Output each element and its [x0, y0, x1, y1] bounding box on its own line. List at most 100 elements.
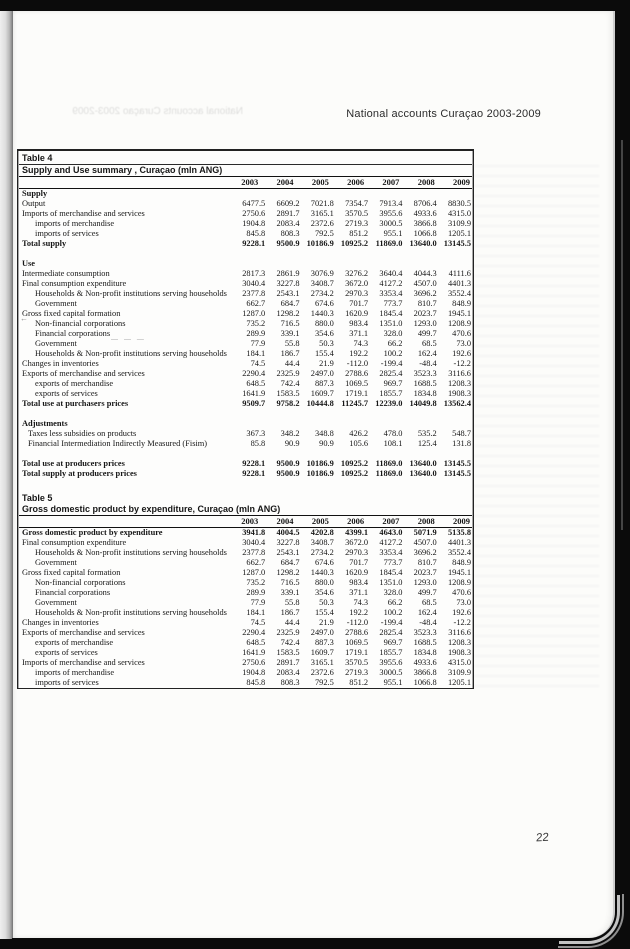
cell-value: 1855.7	[379, 389, 403, 398]
cell-value: 13640.0	[409, 469, 437, 478]
table-5-name: Table 5	[22, 493, 53, 503]
cell-value: 2083.4	[276, 219, 300, 228]
cell-value: 1945.1	[447, 568, 471, 577]
cell-value: 13145.5	[443, 239, 471, 248]
cell-value: 1208.3	[447, 379, 471, 388]
cell-value: 21.9	[319, 359, 334, 368]
cell-value: 1287.0	[242, 568, 266, 577]
cell-value: 13145.5	[443, 469, 471, 478]
row-label: Supply	[22, 189, 48, 198]
year-header: 2006	[347, 516, 365, 526]
cell-value: 74.3	[353, 598, 369, 607]
cell-value: 2861.9	[276, 269, 300, 278]
row-label: Gross domestic product by expenditure	[22, 528, 163, 537]
year-header: 2006	[347, 177, 365, 187]
document-header: National accounts Curaçao 2003-2009	[346, 108, 541, 120]
cell-value: 1440.3	[310, 568, 334, 577]
cell-value: 3955.6	[379, 658, 403, 667]
cell-value: 3000.5	[379, 219, 403, 228]
row-label: exports of merchandise	[35, 379, 114, 388]
cell-value: 77.9	[250, 598, 266, 607]
table-row: Gross domestic product by expenditure 394…	[19, 528, 472, 538]
cell-value: 3640.4	[379, 269, 403, 278]
table-4-name: Table 4	[19, 151, 472, 165]
cell-value: 328.0	[383, 588, 403, 597]
cell-value: 100.2	[383, 608, 403, 617]
cell-value: 68.5	[422, 339, 437, 348]
cell-value: 1583.5	[276, 389, 300, 398]
year-header: 2008	[417, 177, 435, 187]
cell-value: 1719.1	[345, 389, 369, 398]
cell-value: 1609.7	[310, 389, 334, 398]
cell-value: -12.2	[453, 359, 471, 368]
cell-value: 44.4	[284, 618, 300, 627]
row-label: Adjustments	[22, 419, 68, 428]
cell-value: 371.1	[349, 329, 369, 338]
tables-inner: Table 4 Supply and Use summary , Curaçao…	[18, 151, 473, 688]
cell-value: 3408.7	[310, 538, 334, 547]
cell-value: 354.6	[314, 588, 334, 597]
cell-value: 548.7	[452, 429, 471, 438]
table-row: Non-financial corporations 735.2 716.5 880.…	[19, 578, 472, 588]
cell-value: 44.4	[284, 359, 300, 368]
cell-value: 2023.7	[413, 309, 437, 318]
cell-value: 1293.0	[413, 578, 437, 587]
cell-value: 1298.2	[276, 568, 300, 577]
table-row: Intermediate consumption 2817.3 2861.9 3076…	[19, 269, 472, 279]
row-label: Households & Non-profit institutions ser…	[35, 349, 227, 358]
cell-value: 3523.3	[413, 628, 437, 637]
cell-value: 3866.8	[413, 668, 437, 677]
cell-value: 880.0	[314, 578, 334, 587]
cell-value: -48.4	[419, 618, 437, 627]
year-header: 2008	[417, 516, 435, 526]
cell-value: 2290.4	[242, 369, 266, 378]
cell-value: 1845.4	[379, 309, 403, 318]
table-row: Final consumption expenditure 3040.4 3227.…	[19, 538, 472, 548]
cell-value: 2325.9	[276, 369, 300, 378]
table-row: Households & Non-profit institutions ser…	[19, 349, 472, 359]
cell-value: 9500.9	[276, 459, 300, 468]
table-row: exports of services 1641.9 1583.5 1609.7 171…	[19, 389, 472, 399]
row-label: Government	[35, 558, 77, 567]
cell-value: 845.8	[246, 229, 266, 238]
cell-value: 9228.1	[242, 239, 266, 248]
cell-value: 1208.9	[447, 319, 471, 328]
cell-value: 3227.8	[276, 279, 300, 288]
cell-value: 6477.5	[242, 199, 266, 208]
cell-value: 2734.2	[310, 548, 334, 557]
cell-value: 735.2	[246, 578, 266, 587]
row-label: Non-financial corporations	[35, 578, 126, 587]
table-row: Households & Non-profit institutions ser…	[19, 608, 472, 618]
cell-value: 3570.5	[345, 209, 369, 218]
cell-value: 2825.4	[379, 369, 403, 378]
row-label: exports of services	[35, 648, 98, 657]
bleedthrough-noise	[474, 161, 599, 691]
cell-value: 955.1	[383, 678, 403, 687]
cell-value: 125.4	[417, 439, 437, 448]
cell-value: 2788.6	[345, 628, 369, 637]
page-curl-edge	[559, 895, 620, 944]
row-label: Gross fixed capital formation	[22, 568, 121, 577]
cell-value: 1834.8	[413, 648, 437, 657]
row-label: Households & Non-profit institutions ser…	[35, 289, 227, 298]
cell-value: 9500.9	[276, 469, 300, 478]
section-row: Adjustments	[19, 419, 472, 429]
cell-value: 328.0	[383, 329, 403, 338]
cell-value: 66.2	[387, 598, 403, 607]
page-number: 22	[535, 831, 550, 845]
table-row: Exports of merchandise and services 2290.…	[19, 369, 472, 379]
cell-value: 55.8	[284, 598, 300, 607]
cell-value: -48.4	[419, 359, 437, 368]
cell-value: 9500.9	[276, 239, 300, 248]
cell-value: 289.9	[246, 329, 266, 338]
cell-value: 5071.9	[413, 528, 437, 537]
cell-value: 50.3	[319, 598, 334, 607]
cell-value: 2788.6	[345, 369, 369, 378]
cell-value: 2377.8	[242, 289, 266, 298]
cell-value: 3523.3	[413, 369, 437, 378]
scan-margin-artifact	[621, 140, 623, 530]
cell-value: 1351.0	[379, 319, 403, 328]
cell-value: 9228.1	[242, 469, 266, 478]
cell-value: 192.6	[452, 349, 471, 358]
cell-value: 3696.2	[413, 289, 437, 298]
